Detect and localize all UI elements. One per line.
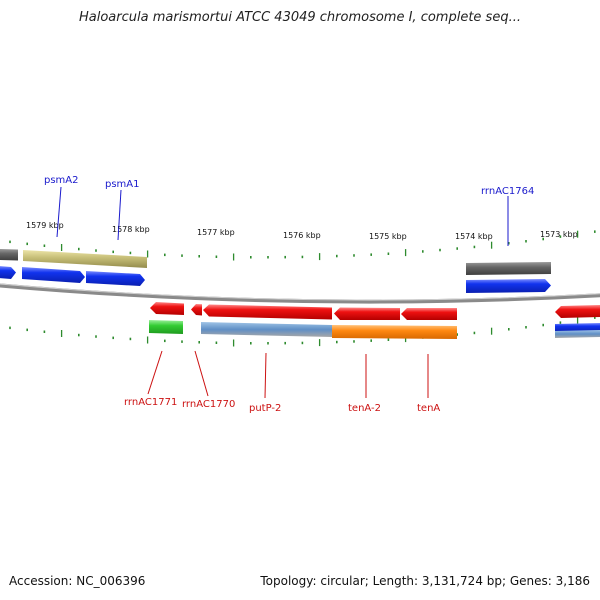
reverse-strand-genes: [149, 302, 600, 339]
gene-label-psmA1[interactable]: psmA1: [105, 179, 140, 190]
upper-scale-ticks: [9, 230, 596, 261]
topology-summary-text: Topology: circular; Length: 3,131,724 bp…: [260, 574, 590, 588]
accession-text: Accession: NC_006396: [9, 574, 146, 588]
gene-arrow[interactable]: [86, 271, 145, 286]
lower-scale-ticks: [9, 316, 596, 347]
gene-label-rrnAC1764[interactable]: rrnAC1764: [481, 186, 534, 197]
gene-arrow[interactable]: [23, 250, 147, 268]
gene-arrow[interactable]: [191, 304, 202, 316]
gene-bar[interactable]: [555, 323, 600, 332]
gene-arrow[interactable]: [334, 307, 400, 321]
gene-arrow[interactable]: [466, 279, 551, 293]
gene-arrow[interactable]: [0, 266, 16, 279]
gene-label-psmA2[interactable]: psmA2: [44, 175, 79, 186]
map-title: Haloarcula marismortui ATCC 43049 chromo…: [79, 10, 521, 25]
gene-arrow[interactable]: [0, 249, 18, 261]
scale-label: 1574 kbp: [455, 232, 493, 241]
gene-bar[interactable]: [555, 330, 600, 338]
forward-strand-genes: [0, 249, 551, 293]
scale-label: 1576 kbp: [283, 231, 321, 240]
scale-label: 1579 kbp: [26, 221, 64, 230]
gene-label-tenA-2[interactable]: tenA-2: [348, 403, 381, 414]
scale-label: 1577 kbp: [197, 228, 235, 237]
gene-arrow[interactable]: [401, 308, 457, 320]
gene-label-rrnAC1771[interactable]: rrnAC1771: [124, 397, 177, 408]
scale-label: 1575 kbp: [369, 232, 407, 241]
gene-arrow[interactable]: [150, 302, 184, 315]
gene-label-rrnAC1770[interactable]: rrnAC1770: [182, 399, 235, 410]
gene-bar[interactable]: [332, 325, 457, 339]
scale-label: 1578 kbp: [112, 225, 150, 234]
gene-label-putP-2[interactable]: putP-2: [249, 403, 281, 414]
scale-label: 1573 kbp: [540, 230, 578, 239]
gene-labels: psmA2 psmA1 rrnAC1764 rrnAC1771 rrnAC177…: [44, 175, 534, 414]
scale-labels: 1579 kbp 1578 kbp 1577 kbp 1576 kbp 1575…: [26, 221, 578, 241]
gene-callouts: [56, 186, 509, 399]
gene-arrow[interactable]: [555, 305, 600, 318]
chromosome-backbone: [0, 283, 600, 304]
gene-arrow[interactable]: [203, 304, 332, 320]
gene-label-tenA[interactable]: tenA: [417, 403, 440, 414]
gene-bar[interactable]: [149, 320, 183, 334]
gene-bar[interactable]: [201, 322, 332, 337]
gene-arrow[interactable]: [22, 267, 85, 283]
chromosome-backbone-highlight: [0, 283, 600, 301]
gene-arrow[interactable]: [466, 262, 551, 275]
